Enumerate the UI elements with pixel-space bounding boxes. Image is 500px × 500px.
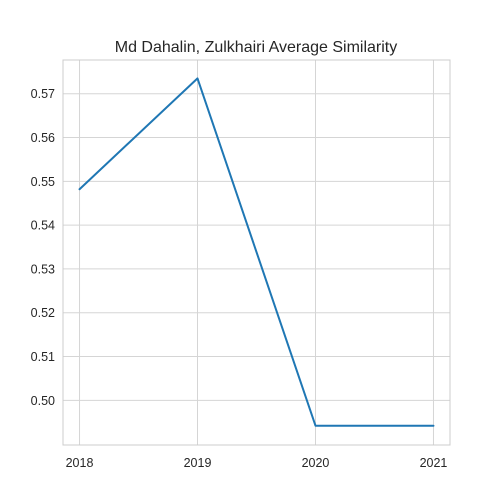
series-layer [78, 77, 435, 427]
plot-area [62, 59, 451, 446]
data-point [432, 425, 434, 427]
y-tick-label: 0.54 [31, 219, 55, 233]
grid-layer [63, 60, 450, 445]
y-tick-label: 0.52 [31, 306, 55, 320]
x-tick-label: 2021 [420, 456, 448, 470]
chart-title: Md Dahalin, Zulkhairi Average Similarity [115, 39, 397, 56]
y-tick-label: 0.50 [31, 394, 55, 408]
data-point [197, 77, 199, 79]
data-point [79, 188, 81, 190]
x-axis-ticks: 2018 2019 2020 2021 [66, 456, 448, 470]
y-tick-label: 0.53 [31, 262, 55, 276]
y-tick-label: 0.57 [31, 87, 55, 101]
y-tick-label: 0.51 [31, 350, 55, 364]
series-line [78, 77, 435, 427]
y-tick-label: 0.56 [31, 131, 55, 145]
x-tick-label: 2019 [184, 456, 212, 470]
x-tick-label: 2018 [66, 456, 94, 470]
y-tick-label: 0.55 [31, 175, 55, 189]
data-point [314, 425, 316, 427]
x-tick-label: 2020 [302, 456, 330, 470]
y-axis-ticks: 0.50 0.51 0.52 0.53 0.54 0.55 0.56 0.57 [31, 87, 55, 408]
